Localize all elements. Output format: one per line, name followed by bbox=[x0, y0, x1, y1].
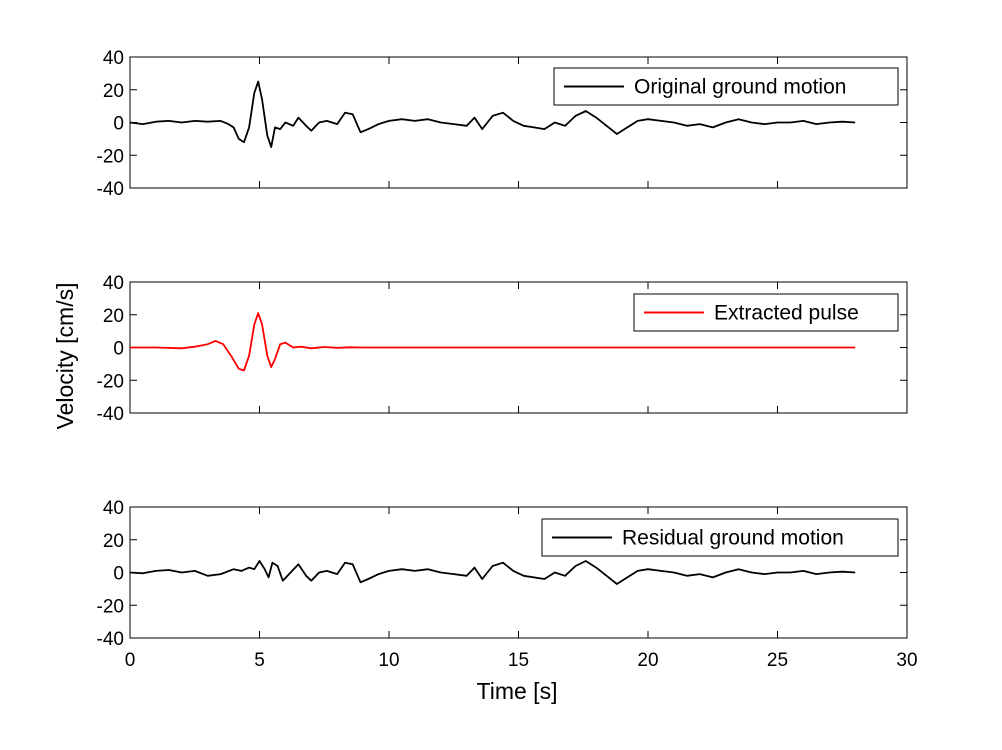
legend-entry: Residual ground motion bbox=[622, 527, 844, 550]
y-tick-label: -20 bbox=[97, 146, 124, 167]
y-tick-label: 40 bbox=[103, 48, 124, 69]
y-tick-label: 40 bbox=[103, 498, 124, 519]
y-tick-label: -40 bbox=[97, 179, 124, 200]
legend-entry: Original ground motion bbox=[634, 76, 846, 99]
x-tick-label: 25 bbox=[767, 650, 788, 671]
x-axis-label: Time [s] bbox=[477, 678, 558, 704]
y-tick-label: 40 bbox=[103, 273, 124, 294]
subplot-2: -40 -20 0 20 40 Extracted pulse bbox=[97, 273, 908, 425]
y-tick-label: -40 bbox=[97, 629, 124, 650]
y-axis-label: Velocity [cm/s] bbox=[52, 283, 78, 430]
series-line-extracted-pulse bbox=[130, 312, 856, 372]
legend: Extracted pulse bbox=[633, 293, 899, 332]
y-tick-label: -20 bbox=[97, 371, 124, 392]
x-tick-label: 0 bbox=[125, 650, 136, 671]
y-tick-label: 20 bbox=[103, 306, 124, 327]
legend-entry: Extracted pulse bbox=[714, 302, 859, 325]
legend: Original ground motion bbox=[553, 67, 899, 106]
subplot-3: -40 -20 0 20 40 0 5 10 15 20 25 30 Residual ground m… bbox=[97, 498, 918, 671]
subplot-1: -40 -20 0 20 40 Original ground motion bbox=[97, 48, 908, 200]
legend: Residual ground motion bbox=[541, 518, 899, 557]
x-tick-label: 5 bbox=[254, 650, 265, 671]
x-tick-label: 30 bbox=[896, 650, 917, 671]
series-line-original-ground-motion bbox=[129, 80, 856, 149]
y-tick-label: -20 bbox=[97, 596, 124, 617]
x-tick-label: 10 bbox=[378, 650, 399, 671]
x-tick-label: 20 bbox=[637, 650, 658, 671]
x-tick-label: 15 bbox=[508, 650, 529, 671]
series-line-residual-ground-motion bbox=[129, 560, 856, 585]
y-tick-label: 0 bbox=[113, 114, 124, 135]
y-tick-label: 20 bbox=[103, 531, 124, 552]
y-tick-label: 0 bbox=[113, 564, 124, 585]
subplot-panels: -40 -20 0 20 40 Original ground motion -40 -20 0… bbox=[97, 48, 918, 671]
y-tick-label: 0 bbox=[113, 339, 124, 360]
y-tick-label: 20 bbox=[103, 81, 124, 102]
y-tick-label: -40 bbox=[97, 404, 124, 425]
